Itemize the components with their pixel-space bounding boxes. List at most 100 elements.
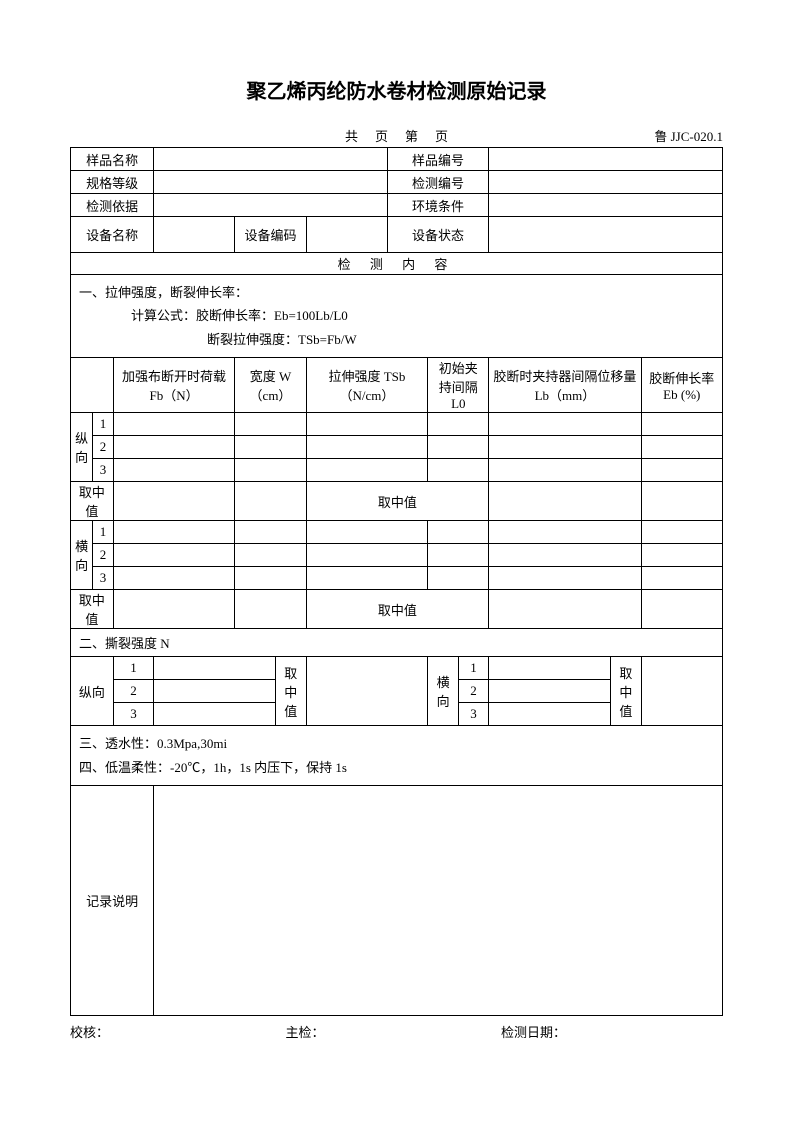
cell xyxy=(113,459,235,482)
t1-h5: 胶断时夹持器间隔位移量 Lb（mm） xyxy=(489,358,641,413)
cell xyxy=(489,680,611,703)
cell xyxy=(235,521,306,544)
cell xyxy=(235,590,306,629)
cell xyxy=(235,436,306,459)
s3-line2: 四、低温柔性：-20℃，1h，1s 内压下，保持 1s xyxy=(79,756,714,779)
val-equip-code xyxy=(306,217,387,253)
cell xyxy=(641,567,722,590)
cell xyxy=(641,413,722,436)
cell xyxy=(489,657,611,680)
cell xyxy=(235,567,306,590)
cell xyxy=(641,521,722,544)
cell xyxy=(641,482,722,521)
s3-line1: 三、透水性：0.3Mpa,30mi xyxy=(79,732,714,755)
cell xyxy=(489,590,641,629)
label-env: 环境条件 xyxy=(387,194,489,217)
label-equip-code: 设备编码 xyxy=(235,217,306,253)
cell xyxy=(489,544,641,567)
cell xyxy=(113,413,235,436)
t1-l-median: 取中值 xyxy=(71,482,114,521)
label-basis: 检测依据 xyxy=(71,194,154,217)
t1-t-r1: 1 xyxy=(93,521,113,544)
cell xyxy=(489,482,641,521)
cell xyxy=(154,657,276,680)
footer-check: 校核： xyxy=(70,1022,285,1041)
s2-t-r1: 1 xyxy=(458,657,488,680)
cell xyxy=(428,544,489,567)
cell xyxy=(428,459,489,482)
label-equip-name: 设备名称 xyxy=(71,217,154,253)
cell xyxy=(428,521,489,544)
cell xyxy=(489,703,611,726)
s2-trans: 横向 xyxy=(428,657,458,726)
cell xyxy=(489,413,641,436)
s1-line1: 一、拉伸强度，断裂伸长率： xyxy=(79,281,714,304)
s2-t-r2: 2 xyxy=(458,680,488,703)
val-test-no xyxy=(489,171,723,194)
label-sample-name: 样品名称 xyxy=(71,148,154,171)
cell xyxy=(489,459,641,482)
val-basis xyxy=(154,194,388,217)
footer-date: 检测日期： xyxy=(501,1022,723,1041)
cell xyxy=(641,459,722,482)
val-equip-status xyxy=(489,217,723,253)
cell xyxy=(428,413,489,436)
cell xyxy=(489,521,641,544)
t1-l-median2: 取中值 xyxy=(306,482,489,521)
section1-text: 一、拉伸强度，断裂伸长率： 计算公式：胶断伸长率：Eb=100Lb/L0 断裂拉… xyxy=(71,275,723,358)
s2-l-r2: 2 xyxy=(113,680,154,703)
t1-h4: 初始夹持间隔 L0 xyxy=(428,358,489,413)
t1-h6: 胶断伸长率 Eb (%) xyxy=(641,358,722,413)
t1-l-r1: 1 xyxy=(93,413,113,436)
cell xyxy=(489,567,641,590)
label-spec: 规格等级 xyxy=(71,171,154,194)
cell xyxy=(113,436,235,459)
cell xyxy=(306,544,428,567)
cell xyxy=(641,590,722,629)
cell xyxy=(306,459,428,482)
cell xyxy=(306,521,428,544)
s1-line3: 断裂拉伸强度：TSb=Fb/W xyxy=(79,328,714,351)
val-equip-name xyxy=(154,217,235,253)
notes-body xyxy=(154,785,723,1015)
cell xyxy=(235,459,306,482)
t1-h3: 拉伸强度 TSb（N/cm） xyxy=(306,358,428,413)
t1-h1: 加强布断开时荷载 Fb（N） xyxy=(113,358,235,413)
cell xyxy=(306,567,428,590)
cell xyxy=(428,436,489,459)
val-env xyxy=(489,194,723,217)
val-sample-name xyxy=(154,148,388,171)
cell xyxy=(154,680,276,703)
cell xyxy=(113,544,235,567)
page-info: 共 页 第 页 xyxy=(345,126,450,145)
label-equip-status: 设备状态 xyxy=(387,217,489,253)
t1-t-median2: 取中值 xyxy=(306,590,489,629)
t1-t-r3: 3 xyxy=(93,567,113,590)
cell xyxy=(306,413,428,436)
s2-l-r1: 1 xyxy=(113,657,154,680)
s1-line2: 计算公式：胶断伸长率：Eb=100Lb/L0 xyxy=(79,304,714,327)
s2-l-r3: 3 xyxy=(113,703,154,726)
doc-title: 聚乙烯丙纶防水卷材检测原始记录 xyxy=(70,75,723,104)
cell xyxy=(113,567,235,590)
s2-t-median: 取中值 xyxy=(611,657,641,726)
notes-label: 记录说明 xyxy=(71,785,154,1015)
t1-l-r3: 3 xyxy=(93,459,113,482)
val-sample-no xyxy=(489,148,723,171)
t1-t-median: 取中值 xyxy=(71,590,114,629)
t1-l-r2: 2 xyxy=(93,436,113,459)
cell xyxy=(306,436,428,459)
doc-number: 鲁 JJC-020.1 xyxy=(654,126,723,145)
cell xyxy=(235,413,306,436)
cell xyxy=(641,544,722,567)
footer: 校核： 主检： 检测日期： xyxy=(70,1022,723,1041)
s2-t-r3: 3 xyxy=(458,703,488,726)
label-test-no: 检测编号 xyxy=(387,171,489,194)
s2-l-median: 取中值 xyxy=(276,657,306,726)
cell xyxy=(113,590,235,629)
cell xyxy=(489,436,641,459)
cell xyxy=(641,657,722,726)
cell xyxy=(428,567,489,590)
footer-main: 主检： xyxy=(285,1022,500,1041)
label-sample-no: 样品编号 xyxy=(387,148,489,171)
